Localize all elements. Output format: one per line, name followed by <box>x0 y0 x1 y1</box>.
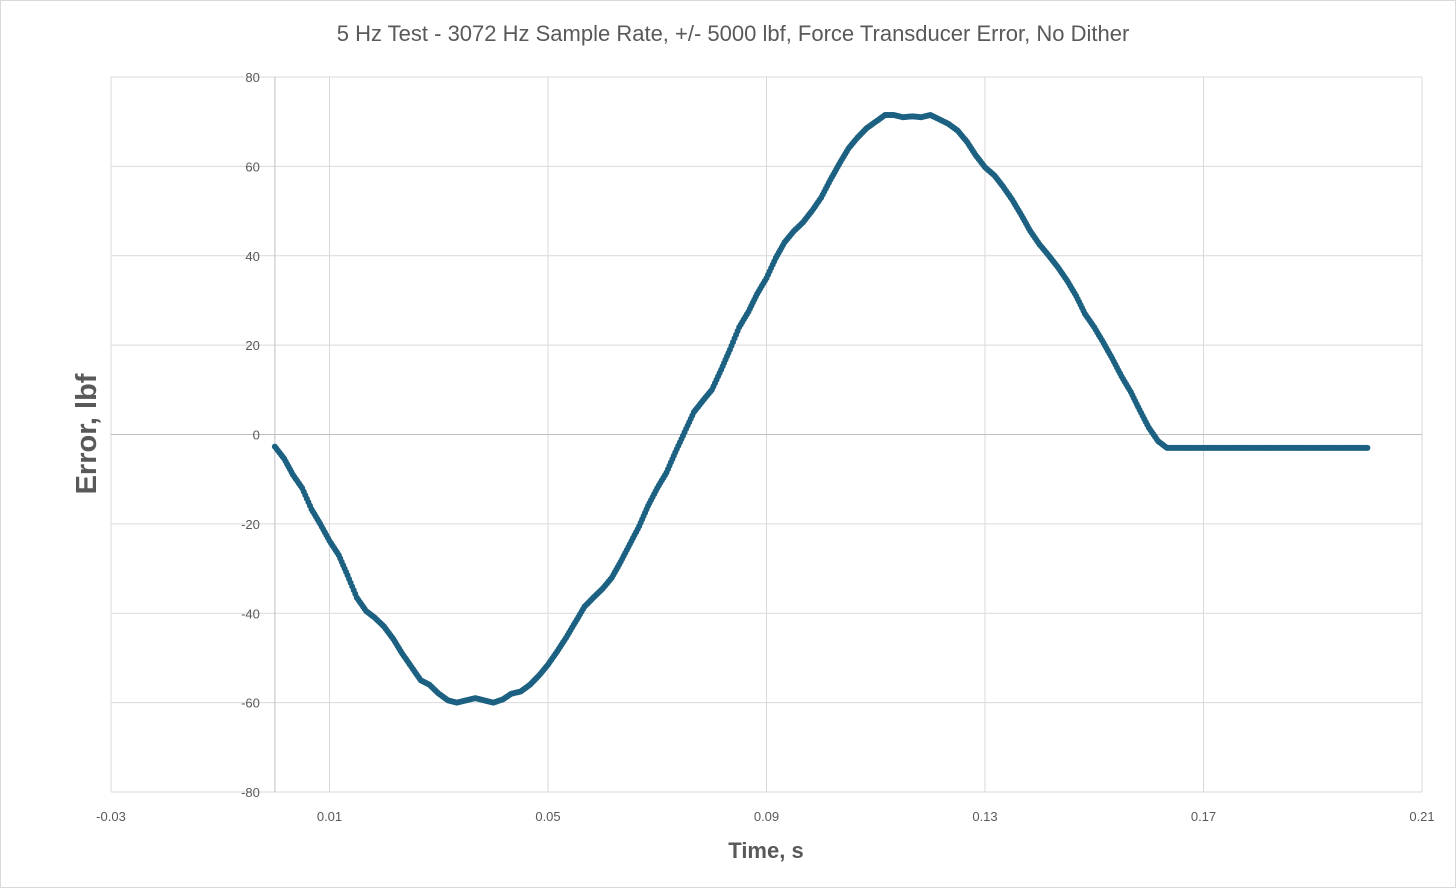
chart-title: 5 Hz Test - 3072 Hz Sample Rate, +/- 500… <box>337 21 1130 46</box>
y-tick-label: 20 <box>245 338 259 353</box>
y-tick-label: 60 <box>245 159 259 174</box>
y-tick-label: 80 <box>245 70 259 85</box>
x-tick-label: 0.05 <box>535 809 560 824</box>
x-tick-label: -0.03 <box>96 809 126 824</box>
x-axis-label: Time, s <box>728 838 803 863</box>
axes <box>110 77 1422 793</box>
y-tick-label: -60 <box>241 696 260 711</box>
y-tick-label: -20 <box>241 517 260 532</box>
y-tick-labels: 80 60 40 20 0 -20 -40 -60 -80 <box>241 70 260 800</box>
y-axis-label: Error, lbf <box>71 373 103 494</box>
x-tick-label: 0.01 <box>317 809 342 824</box>
x-tick-label: 0.09 <box>754 809 779 824</box>
x-tick-label: 0.13 <box>972 809 997 824</box>
y-tick-label: -40 <box>241 606 260 621</box>
data-points <box>271 111 1371 706</box>
y-tick-label: 0 <box>253 428 260 443</box>
x-tick-labels: -0.03 0.01 0.05 0.09 0.13 0.17 0.21 <box>96 809 1434 824</box>
x-tick-label: 0.21 <box>1409 809 1434 824</box>
x-tick-label: 0.17 <box>1191 809 1216 824</box>
data-point <box>1364 444 1371 451</box>
y-tick-label: -80 <box>241 785 260 800</box>
y-tick-label: 40 <box>245 249 259 264</box>
